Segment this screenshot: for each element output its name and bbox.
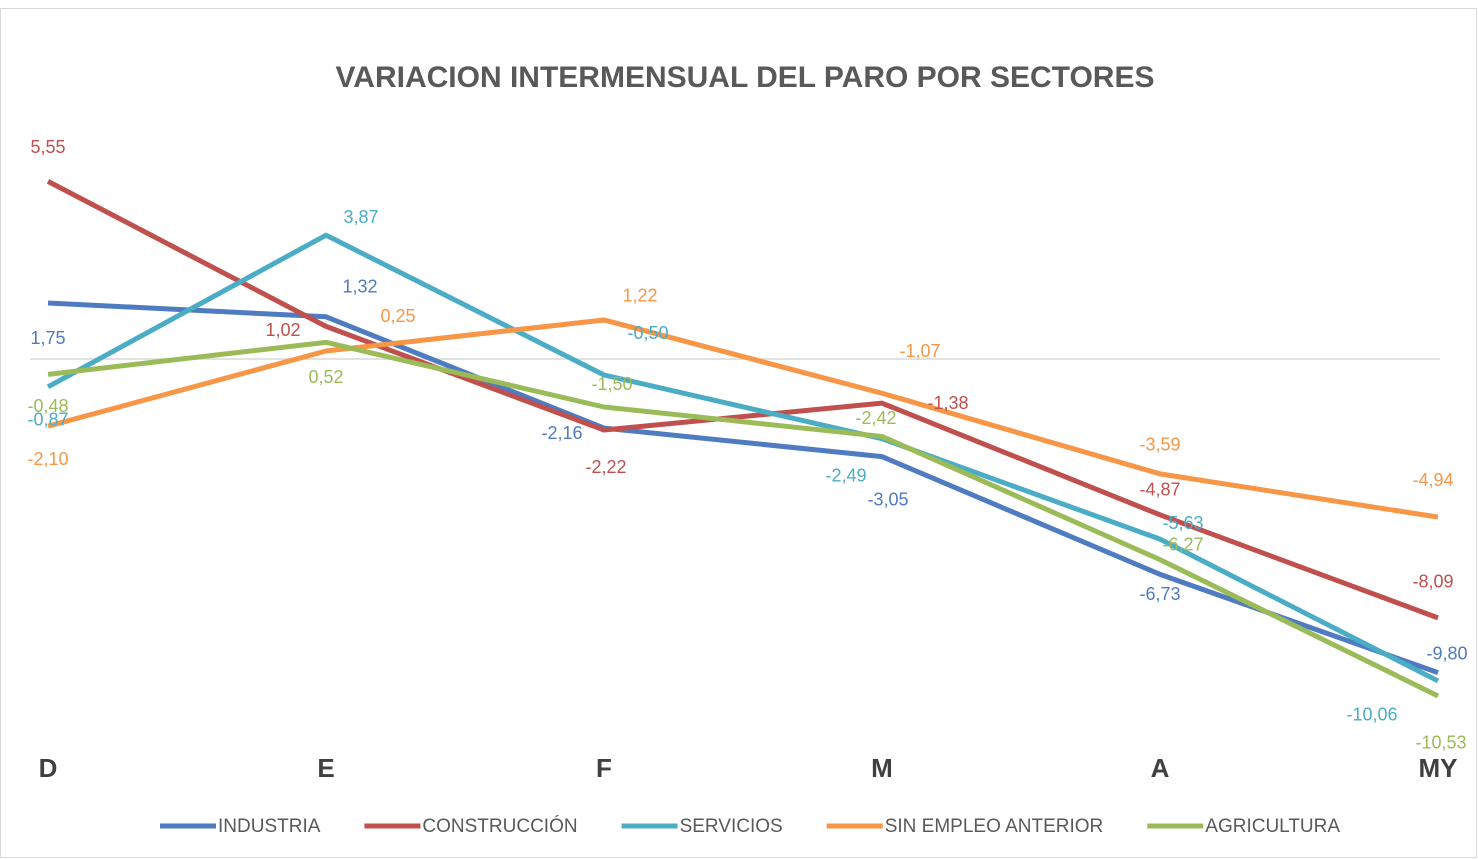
chart-title: VARIACION INTERMENSUAL DEL PARO POR SECT…: [336, 61, 1155, 94]
series-line: [46, 179, 1439, 621]
data-label: -0,48: [27, 396, 68, 416]
data-label: -4,87: [1139, 480, 1180, 500]
series-line: [47, 339, 1440, 699]
data-label: -2,42: [855, 408, 896, 428]
data-label: -6,27: [1162, 534, 1203, 554]
data-label: 0,25: [380, 306, 415, 326]
data-label: -9,80: [1426, 643, 1467, 663]
chart-border: [0, 8, 1477, 858]
data-label: -4,94: [1412, 470, 1453, 490]
x-tick-label: E: [317, 753, 334, 783]
legend-label: AGRICULTURA: [1205, 816, 1340, 837]
data-label: -1,07: [899, 341, 940, 361]
data-label: 1,75: [30, 328, 65, 348]
data-label: -10,53: [1415, 733, 1466, 753]
data-label: -2,49: [825, 465, 866, 485]
x-tick-label: A: [1151, 753, 1170, 783]
data-label: -8,09: [1412, 572, 1453, 592]
data-label: -2,16: [541, 423, 582, 443]
data-label: 5,55: [30, 137, 65, 157]
series-line: [47, 317, 1439, 520]
legend-label: SERVICIOS: [680, 816, 783, 837]
data-label: 1,02: [265, 320, 300, 340]
data-label: -0,87: [27, 410, 68, 430]
legend-label: INDUSTRIA: [218, 816, 321, 837]
x-tick-label: F: [596, 753, 612, 783]
data-label: -0,50: [627, 323, 668, 343]
data-label: -2,22: [585, 457, 626, 477]
series-line: [46, 232, 1440, 684]
data-label: -1,50: [591, 374, 632, 394]
data-label: -3,05: [867, 489, 908, 509]
data-label: 3,87: [343, 207, 378, 227]
x-tick-label: MY: [1419, 753, 1458, 783]
legend-label: CONSTRUCCIÓN: [422, 815, 577, 837]
x-tick-label: D: [39, 753, 58, 783]
data-label: 1,22: [622, 286, 657, 306]
x-tick-label: M: [871, 753, 893, 783]
data-label: -10,06: [1346, 705, 1397, 725]
data-label: -2,10: [27, 449, 68, 469]
data-label: -5,63: [1162, 513, 1203, 533]
data-label: 1,32: [342, 277, 377, 297]
data-label: -6,73: [1139, 584, 1180, 604]
data-label: -1,38: [927, 393, 968, 413]
data-label: -3,59: [1139, 435, 1180, 455]
legend-label: SIN EMPLEO ANTERIOR: [885, 816, 1104, 837]
data-label: 0,52: [308, 367, 343, 387]
series-line: [47, 300, 1439, 675]
